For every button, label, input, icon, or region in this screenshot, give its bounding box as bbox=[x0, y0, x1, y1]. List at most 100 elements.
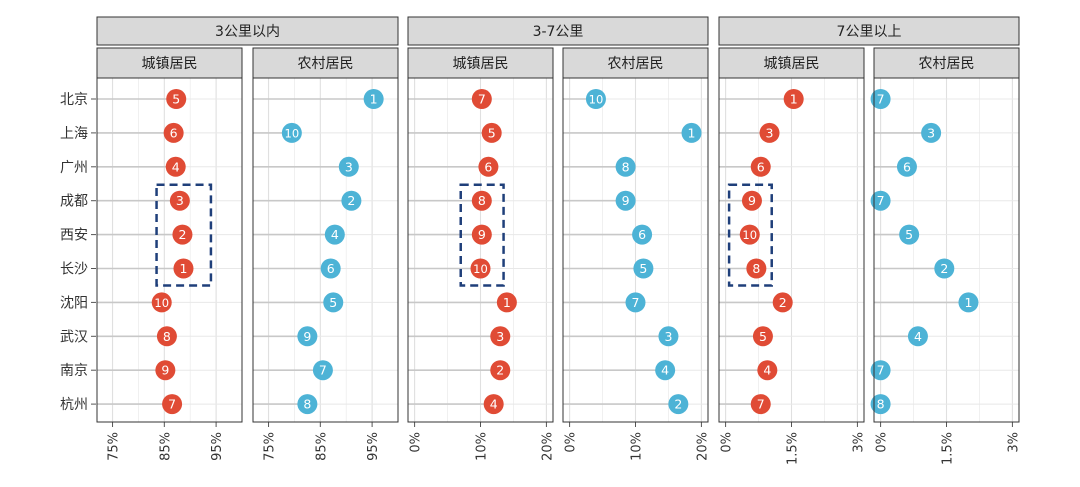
data-point bbox=[163, 122, 184, 143]
data-point bbox=[625, 292, 646, 313]
group-strip bbox=[562, 47, 709, 79]
data-point bbox=[156, 326, 177, 347]
data-point bbox=[681, 122, 702, 143]
rank-label: 10 bbox=[589, 93, 604, 107]
rank-label: 6 bbox=[327, 261, 335, 276]
group-strip-label: 农村居民 bbox=[919, 56, 975, 72]
x-tick-label: 1.5% bbox=[786, 432, 801, 465]
rank-label: 5 bbox=[329, 295, 337, 310]
rank-label: 7 bbox=[632, 295, 640, 310]
rank-label: 3 bbox=[766, 125, 774, 140]
data-point bbox=[921, 122, 942, 143]
rank-label: 9 bbox=[303, 329, 311, 344]
data-point bbox=[746, 258, 767, 279]
rank-label: 6 bbox=[903, 159, 911, 174]
data-point bbox=[166, 89, 187, 109]
data-point bbox=[615, 190, 636, 211]
rank-label: 8 bbox=[752, 261, 760, 276]
y-tick-label: 成都 bbox=[60, 194, 88, 210]
data-point bbox=[658, 326, 679, 347]
rank-label: 10 bbox=[742, 228, 757, 242]
data-point bbox=[338, 156, 359, 177]
data-point bbox=[739, 224, 760, 245]
panel: 农村居民 0% 1.5% 3% 7 3 6 7 5 2 1 4 7 8 bbox=[870, 47, 1021, 465]
rank-label: 7 bbox=[877, 363, 885, 378]
group-strip bbox=[96, 47, 243, 79]
x-tick-label: 95% bbox=[210, 432, 225, 461]
rank-label: 4 bbox=[763, 363, 771, 378]
distance-strip-label: 3-7公里 bbox=[533, 24, 584, 40]
data-point bbox=[668, 394, 689, 415]
distance-strip bbox=[96, 16, 399, 46]
rank-label: 1 bbox=[370, 92, 378, 107]
rank-label: 2 bbox=[674, 397, 682, 412]
data-point bbox=[165, 156, 186, 177]
distance-strip bbox=[407, 16, 709, 46]
data-point bbox=[752, 326, 773, 347]
data-point bbox=[312, 360, 333, 381]
rank-label: 9 bbox=[622, 193, 630, 208]
rank-label: 1 bbox=[964, 295, 972, 310]
data-point bbox=[323, 292, 344, 313]
rank-label: 1 bbox=[180, 261, 188, 276]
group-strip bbox=[718, 47, 865, 79]
data-point bbox=[297, 326, 318, 347]
data-point bbox=[633, 258, 654, 279]
rank-label: 10 bbox=[154, 296, 169, 310]
data-point bbox=[363, 89, 384, 109]
y-tick-label: 长沙 bbox=[60, 262, 88, 278]
x-tick-label: 20% bbox=[695, 432, 710, 461]
x-tick-label: 1.5% bbox=[941, 432, 956, 465]
data-point bbox=[870, 394, 891, 415]
rank-label: 6 bbox=[638, 227, 646, 242]
rank-label: 6 bbox=[757, 159, 765, 174]
rank-label: 1 bbox=[688, 125, 696, 140]
rank-label: 3 bbox=[176, 193, 184, 208]
rank-label: 6 bbox=[170, 125, 178, 140]
rank-label: 9 bbox=[161, 363, 169, 378]
panel-border bbox=[562, 77, 709, 423]
rank-label: 4 bbox=[172, 159, 180, 174]
distance-strip-label: 3公里以内 bbox=[215, 24, 280, 40]
rank-label: 2 bbox=[779, 295, 787, 310]
x-tick-label: 85% bbox=[158, 432, 173, 461]
group-strip-label: 城镇居民 bbox=[453, 56, 509, 72]
data-point bbox=[320, 258, 341, 279]
panel-border bbox=[252, 77, 399, 423]
rank-label: 6 bbox=[484, 159, 492, 174]
data-point bbox=[907, 326, 928, 347]
rank-label: 7 bbox=[877, 193, 885, 208]
y-tick-label: 武汉 bbox=[60, 329, 88, 345]
group-strip bbox=[873, 47, 1020, 79]
data-point bbox=[490, 326, 511, 347]
panel: 城镇居民 0% 10% 20% 7 5 6 8 9 10 1 3 2 4 bbox=[407, 47, 555, 461]
rank-label: 2 bbox=[940, 261, 948, 276]
rank-label: 3 bbox=[664, 329, 672, 344]
data-point bbox=[741, 190, 762, 211]
x-tick-label: 3% bbox=[1006, 432, 1021, 453]
rank-label: 2 bbox=[496, 363, 504, 378]
data-point bbox=[471, 190, 492, 211]
data-point bbox=[870, 360, 891, 381]
rank-label: 4 bbox=[914, 329, 922, 344]
data-point bbox=[783, 89, 804, 109]
data-point bbox=[750, 156, 771, 177]
rank-label: 4 bbox=[661, 363, 669, 378]
data-point bbox=[772, 292, 793, 313]
rank-label: 5 bbox=[488, 125, 496, 140]
x-tick-label: 0% bbox=[720, 432, 735, 453]
data-point bbox=[281, 122, 302, 143]
group-strip-label: 农村居民 bbox=[298, 56, 354, 72]
highlight-box bbox=[155, 183, 213, 287]
panel: 城镇居民 0% 1.5% 3% 1 3 6 9 10 8 2 5 4 7 bbox=[718, 47, 866, 465]
rank-label: 2 bbox=[178, 227, 186, 242]
data-point bbox=[151, 292, 172, 313]
data-point bbox=[496, 292, 517, 313]
x-tick-label: 0% bbox=[564, 432, 579, 453]
highlight-box bbox=[459, 183, 505, 287]
rank-label: 5 bbox=[905, 227, 913, 242]
data-point bbox=[470, 258, 491, 279]
x-tick-label: 20% bbox=[540, 432, 555, 461]
rank-label: 9 bbox=[478, 227, 486, 242]
